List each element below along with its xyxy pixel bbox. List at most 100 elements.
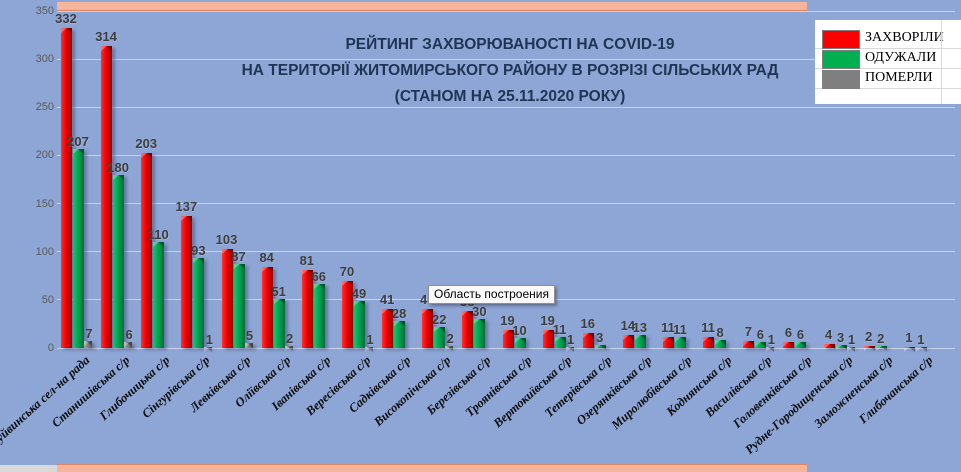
bar-dead-4[interactable] xyxy=(244,343,253,348)
bar-dead-5[interactable] xyxy=(284,346,293,351)
legend-label-recovered: ОДУЖАЛИ xyxy=(865,50,937,65)
bar-sick-10[interactable] xyxy=(462,311,474,348)
value-label: 30 xyxy=(472,304,487,320)
bar-recovered-7[interactable] xyxy=(353,300,365,348)
bar-sick-6[interactable] xyxy=(301,270,313,348)
value-label: 207 xyxy=(67,133,89,149)
gridline xyxy=(57,58,955,60)
bar-recovered-2[interactable] xyxy=(153,242,165,348)
bar-recovered-10[interactable] xyxy=(474,319,486,348)
bar-sick-18[interactable] xyxy=(783,342,795,348)
value-label: 6 xyxy=(784,325,793,341)
value-label: 7 xyxy=(85,326,93,342)
bar-sick-12[interactable] xyxy=(542,329,554,348)
value-label: 11 xyxy=(673,322,687,338)
gridline xyxy=(57,106,955,108)
bar-recovered-19[interactable] xyxy=(835,345,847,350)
bar-dead-9[interactable] xyxy=(445,346,454,351)
value-label: 19 xyxy=(500,312,515,328)
bar-recovered-4[interactable] xyxy=(233,264,245,348)
bar-recovered-1[interactable] xyxy=(113,174,125,348)
legend-item-recovered[interactable]: ОДУЖАЛИ xyxy=(815,49,961,69)
value-label: 13 xyxy=(632,320,648,336)
bar-sick-19[interactable] xyxy=(823,344,835,349)
bar-sick-7[interactable] xyxy=(341,280,353,348)
title-line-2: НА ТЕРИТОРІЇ ЖИТОМИРСЬКОГО РАЙОНУ В РОЗР… xyxy=(241,62,779,79)
bar-recovered-8[interactable] xyxy=(394,321,406,348)
gridline xyxy=(57,347,955,349)
legend-item-dead[interactable]: ПОМЕРЛИ xyxy=(815,69,961,89)
bar-sick-16[interactable] xyxy=(703,337,715,348)
bar-sick-14[interactable] xyxy=(622,334,634,348)
value-label: 22 xyxy=(431,311,447,327)
bar-dead-3[interactable] xyxy=(204,346,213,353)
title-line-3: (СТАНОМ НА 25.11.2020 РОКУ) xyxy=(394,88,626,105)
bottom-cells-strip xyxy=(57,464,807,472)
value-label: 6 xyxy=(125,327,133,343)
bar-recovered-5[interactable] xyxy=(273,298,285,348)
value-label: 203 xyxy=(135,135,158,151)
bar-recovered-3[interactable] xyxy=(193,258,205,348)
bar-recovered-17[interactable] xyxy=(755,342,767,348)
bar-recovered-6[interactable] xyxy=(313,284,325,348)
value-label: 332 xyxy=(55,11,77,27)
gridline xyxy=(57,203,955,205)
bar-recovered-0[interactable] xyxy=(73,148,84,348)
bottom-left-cells-strip xyxy=(0,465,57,472)
value-label: 103 xyxy=(215,231,238,247)
value-label: 8 xyxy=(716,325,724,341)
bar-dead-17[interactable] xyxy=(766,346,775,353)
bar-sick-1[interactable] xyxy=(101,45,113,348)
bar-recovered-14[interactable] xyxy=(634,335,646,348)
bar-sick-8[interactable] xyxy=(382,308,394,348)
top-cells-strip xyxy=(57,2,807,11)
value-label: 66 xyxy=(311,269,327,285)
bar-sick-9[interactable] xyxy=(422,309,434,348)
bar-recovered-16[interactable] xyxy=(715,340,727,348)
bar-sick-2[interactable] xyxy=(141,152,153,348)
bar-sick-0[interactable] xyxy=(61,28,72,348)
bar-dead-7[interactable] xyxy=(364,346,373,353)
gridline xyxy=(57,251,955,253)
value-label: 1 xyxy=(917,331,925,347)
y-axis-tick-label: 200 xyxy=(35,149,54,162)
bar-sick-17[interactable] xyxy=(743,341,755,348)
title-line-1: РЕЙТИНГ ЗАХВОРЮВАНОСТІ НА COVID-19 xyxy=(345,36,675,53)
bar-recovered-15[interactable] xyxy=(675,337,687,348)
bar-recovered-20[interactable] xyxy=(875,346,887,351)
bar-sick-5[interactable] xyxy=(261,267,273,348)
value-label: 110 xyxy=(147,227,169,243)
legend-item-sick[interactable]: ЗАХВОРІЛИ xyxy=(815,29,961,49)
value-label: 7 xyxy=(744,324,752,340)
value-label: 93 xyxy=(191,243,206,259)
bar-dead-12[interactable] xyxy=(565,346,574,353)
bar-sick-20[interactable] xyxy=(863,346,875,351)
bar-recovered-12[interactable] xyxy=(554,337,566,348)
value-label: 11 xyxy=(661,320,675,336)
bar-dead-1[interactable] xyxy=(124,342,133,348)
value-label: 14 xyxy=(620,317,636,333)
bar-recovered-11[interactable] xyxy=(514,338,526,348)
legend-swatch-recovered-icon xyxy=(822,50,860,69)
value-label: 2 xyxy=(877,331,885,347)
value-label: 49 xyxy=(351,285,367,301)
bar-sick-11[interactable] xyxy=(502,329,514,348)
bar-dead-19[interactable] xyxy=(846,346,855,353)
y-axis-tick-label: 300 xyxy=(35,53,54,66)
y-axis-tick-label: 350 xyxy=(35,5,54,17)
bar-dead-0[interactable] xyxy=(84,341,92,348)
bar-recovered-13[interactable] xyxy=(594,345,606,350)
bar-sick-15[interactable] xyxy=(663,337,675,348)
bar-recovered-9[interactable] xyxy=(434,326,446,348)
bar-sick-3[interactable] xyxy=(181,216,193,348)
bar-sick-21[interactable] xyxy=(903,346,915,353)
value-label: 19 xyxy=(540,312,555,328)
legend-panel: ЗАХВОРІЛИ ОДУЖАЛИ ПОМЕРЛИ xyxy=(815,20,961,104)
bar-recovered-18[interactable] xyxy=(795,342,807,348)
bar-recovered-21[interactable] xyxy=(915,346,927,353)
bar-sick-13[interactable] xyxy=(582,332,594,348)
value-label: 2 xyxy=(865,329,873,345)
bar-sick-4[interactable] xyxy=(221,248,233,348)
